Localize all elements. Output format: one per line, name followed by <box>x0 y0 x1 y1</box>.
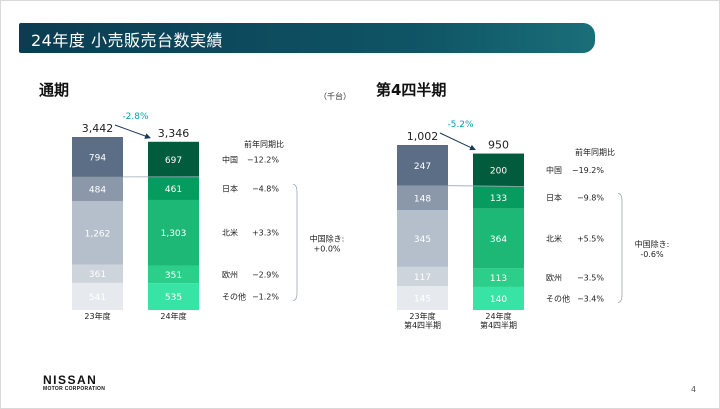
q4-category-label-1-line-0: 24年度 <box>485 311 511 321</box>
page-number: 4 <box>691 385 697 394</box>
q4-bar-1-segment-0 <box>473 153 524 187</box>
fy-legend-label-2: 北米 <box>222 228 238 238</box>
unit-label: （千台） <box>319 92 351 101</box>
logo-brand: NISSAN <box>43 373 98 387</box>
fy-legend-change-3: −2.9% <box>252 270 279 279</box>
fy-bar-1-value-1: 461 <box>165 185 182 195</box>
q4-legend-header: 前年同期比 <box>575 147 615 157</box>
fy-legend-change-2: +3.3% <box>252 229 279 238</box>
fy-change-arrow <box>114 124 151 139</box>
q4-bar-1-segment-1 <box>473 186 524 209</box>
q4-legend-change-2: +5.5% <box>577 234 604 243</box>
q4-note-line-0: 中国除き: <box>635 239 670 249</box>
nissan-logo: NISSAN MOTOR CORPORATION <box>43 373 105 392</box>
q4-bar-0-value-0: 247 <box>414 162 431 172</box>
fy-legend-header: 前年同期比 <box>244 139 284 149</box>
fy-bar-0-total: 3,442 <box>82 122 114 135</box>
q4-legend-label-3: 欧州 <box>546 273 562 283</box>
logo-sub: MOTOR CORPORATION <box>43 386 106 392</box>
q4-note-line-1: -0.6% <box>640 250 664 259</box>
fy-bar-1-segment-3 <box>148 265 199 284</box>
fy-legend-label-4: その他 <box>222 292 246 302</box>
q4-legend-label-2: 北米 <box>546 233 562 243</box>
fy-category-label-0: 23年度 <box>84 311 110 321</box>
q4-bar-0-value-2: 345 <box>414 235 431 245</box>
q4-bar-0-value-3: 117 <box>414 273 431 283</box>
fy-bar-1-segment-4 <box>148 283 199 310</box>
fy-bar-0-segment-4 <box>72 282 123 310</box>
fy-bar-0-value-3: 361 <box>89 270 106 280</box>
q4-bar-0-value-1: 148 <box>414 194 431 204</box>
fy-note-line-0: 中国除き: <box>310 233 345 243</box>
q4-connector-line <box>447 185 525 187</box>
q4-category-label-0-line-0: 23年度 <box>409 311 435 321</box>
q4-bar-0-value-4: 145 <box>414 295 431 305</box>
fy-bar-0-value-1: 484 <box>89 186 106 196</box>
fy-total-change: -2.8% <box>122 112 149 122</box>
fy-legend-label-3: 欧州 <box>222 269 238 279</box>
q4-bar-1-total: 950 <box>488 139 509 152</box>
slide-title: 24年度 小売販売台数実績 <box>31 31 223 50</box>
q4-bar-1-segment-4 <box>473 286 524 310</box>
q4-legend-label-1: 日本 <box>546 192 562 202</box>
fy-note-line-1: +0.0% <box>313 244 340 253</box>
fy-bar-1-total: 3,346 <box>158 127 190 140</box>
fy-bar-1-segment-0 <box>148 141 199 177</box>
q4-change-arrow <box>439 132 476 151</box>
section-title-full-year: 通期 <box>39 81 70 99</box>
q4-bar-1-value-1: 133 <box>490 194 507 204</box>
q4-bar-1-value-4: 140 <box>490 295 507 305</box>
q4-legend-change-4: −3.4% <box>577 294 604 303</box>
title-bar: 24年度 小売販売台数実績 <box>19 23 595 53</box>
q4-bar-1-segment-2 <box>473 208 524 269</box>
fy-bar-0-segment-0 <box>72 137 123 177</box>
fy-legend-label-0: 中国 <box>222 154 238 164</box>
fy-category-label-1: 24年度 <box>160 311 186 321</box>
q4-legend-change-1: −9.8% <box>577 193 604 202</box>
q4-bar-0-segment-2 <box>397 210 448 267</box>
q4-bar-1-segment-3 <box>473 268 524 287</box>
q4-legend-label-0: 中国 <box>546 165 562 175</box>
q4-total-change: -5.2% <box>447 120 474 130</box>
q4-category-label-0-line-1: 第4四半期 <box>404 320 441 330</box>
fy-bar-1-segment-1 <box>148 176 199 200</box>
fy-legend-change-0: −12.2% <box>247 155 280 164</box>
q4-bar-1-value-2: 364 <box>490 235 507 245</box>
q4-bar-0-segment-3 <box>397 266 448 287</box>
fy-bar-0-value-2: 1,262 <box>85 229 111 239</box>
fy-bar-0-segment-2 <box>72 201 123 265</box>
fy-legend-change-1: −4.8% <box>252 184 279 193</box>
section-title-q4: 第4四半期 <box>376 81 447 99</box>
fy-bar-0-value-4: 541 <box>89 293 106 303</box>
fy-legend-change-4: −1.2% <box>252 293 279 302</box>
fy-bar-1-value-4: 535 <box>165 293 182 303</box>
fy-bar-1-value-0: 697 <box>165 156 182 166</box>
q4-category-label-1-line-1: 第4四半期 <box>480 320 517 330</box>
q4-bracket <box>617 193 623 303</box>
fy-bracket <box>292 183 298 301</box>
q4-bar-0-total: 1,002 <box>407 130 439 143</box>
q4-bar-0-segment-1 <box>397 185 448 211</box>
q4-bar-0-segment-4 <box>397 286 448 310</box>
q4-bar-1-value-0: 200 <box>490 167 507 177</box>
q4-bar-1-value-3: 113 <box>490 274 507 284</box>
q4-legend-label-4: その他 <box>546 293 570 303</box>
q4-bar-0-segment-0 <box>397 145 448 186</box>
fy-bar-1-value-2: 1,303 <box>161 229 187 239</box>
fy-bar-0-segment-3 <box>72 264 123 283</box>
fy-bar-1-value-3: 351 <box>165 271 182 281</box>
q4-legend-change-3: −3.5% <box>577 274 604 283</box>
fy-bar-0-segment-1 <box>72 176 123 202</box>
fy-bar-1-segment-2 <box>148 199 199 266</box>
q4-legend-change-0: −19.2% <box>572 166 605 175</box>
fy-bar-0-value-0: 794 <box>89 153 106 163</box>
fy-legend-label-1: 日本 <box>222 183 238 193</box>
